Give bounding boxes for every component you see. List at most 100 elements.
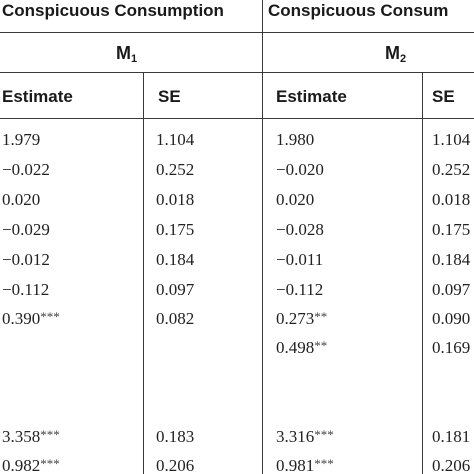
cell-value: 1.979	[2, 130, 41, 149]
cell-m2-estimate: −0.020	[276, 161, 324, 178]
cell-value: −0.029	[2, 220, 50, 239]
significance-stars: ***	[314, 456, 334, 471]
cell-value: 0.020	[2, 190, 41, 209]
cell-value: 0.090	[432, 309, 471, 328]
rule-below-group-header	[0, 32, 474, 33]
model-subscript: 2	[400, 53, 407, 65]
cell-value: 0.020	[276, 190, 315, 209]
group-header-m1: Conspicuous Consumption	[2, 1, 224, 20]
cell-m2-se: 0.206	[432, 457, 470, 474]
cell-value: 0.498	[276, 338, 315, 357]
cell-m1-se: 0.082	[156, 310, 194, 327]
cell-m1-se: 0.175	[156, 221, 194, 238]
significance-stars: **	[314, 309, 328, 324]
cell-value: −0.012	[2, 250, 50, 269]
cell-m2-se: 0.090	[432, 310, 470, 327]
cell-m1-estimate: 0.982***	[2, 457, 60, 474]
cell-value: 0.206	[156, 456, 195, 474]
cell-m2-estimate: 0.273**	[276, 310, 327, 327]
cell-value: 0.097	[432, 280, 471, 299]
divider-m2-estimate-se	[422, 72, 423, 474]
cell-value: −0.020	[276, 160, 324, 179]
cell-m2-se: 0.169	[432, 339, 470, 356]
significance-stars: ***	[314, 427, 334, 442]
cell-m1-se: 0.184	[156, 251, 194, 268]
cell-m1-se: 0.183	[156, 428, 194, 445]
model-letter: M	[116, 43, 131, 63]
cell-value: −0.028	[276, 220, 324, 239]
cell-m1-estimate: −0.022	[2, 161, 50, 178]
cell-m2-estimate: 3.316***	[276, 428, 334, 445]
cell-m2-se: 0.252	[432, 161, 470, 178]
cell-value: 1.104	[156, 130, 195, 149]
cell-value: 0.206	[432, 456, 471, 474]
cell-value: 3.358	[2, 427, 41, 446]
cell-m2-estimate: 1.980	[276, 131, 314, 148]
cell-value: −0.022	[2, 160, 50, 179]
cell-m2-se: 0.097	[432, 281, 470, 298]
cell-value: 0.252	[156, 160, 195, 179]
cell-m1-estimate: 0.020	[2, 191, 40, 208]
cell-value: 0.184	[432, 250, 471, 269]
cell-m2-estimate: −0.112	[276, 281, 323, 298]
column-header-m2-estimate: Estimate	[276, 87, 347, 106]
cell-value: 0.181	[432, 427, 471, 446]
significance-stars: ***	[40, 309, 60, 324]
rule-below-model-header	[0, 72, 474, 73]
cell-value: 0.981	[276, 456, 315, 474]
cell-m1-se: 1.104	[156, 131, 194, 148]
cell-value: 0.082	[156, 309, 195, 328]
cell-value: 3.316	[276, 427, 315, 446]
cell-value: 0.183	[156, 427, 195, 446]
cell-m1-se: 0.097	[156, 281, 194, 298]
cell-m1-estimate: −0.112	[2, 281, 49, 298]
cell-value: 0.018	[432, 190, 471, 209]
cell-value: −0.112	[2, 280, 50, 299]
model-letter: M	[385, 43, 400, 63]
cell-value: 0.169	[432, 338, 471, 357]
cell-m1-estimate: −0.012	[2, 251, 50, 268]
cell-m2-se: 0.184	[432, 251, 470, 268]
cell-value: 0.390	[2, 309, 41, 328]
cell-value: 1.980	[276, 130, 315, 149]
significance-stars: **	[314, 338, 328, 353]
cell-value: −0.112	[276, 280, 324, 299]
cell-m2-estimate: 0.981***	[276, 457, 334, 474]
cell-m2-estimate: 0.498**	[276, 339, 327, 356]
cell-m1-se: 0.252	[156, 161, 194, 178]
rule-below-column-header	[0, 118, 474, 119]
cell-m1-estimate: 0.390***	[2, 310, 60, 327]
cell-value: 0.184	[156, 250, 195, 269]
cell-m2-se: 0.018	[432, 191, 470, 208]
cell-m1-estimate: 3.358***	[2, 428, 60, 445]
cell-m2-estimate: −0.011	[276, 251, 323, 268]
cell-value: −0.011	[276, 250, 324, 269]
cell-m2-se: 0.181	[432, 428, 470, 445]
cell-value: 0.982	[2, 456, 41, 474]
significance-stars: ***	[40, 456, 60, 471]
cell-m1-se: 0.018	[156, 191, 194, 208]
cell-value: 1.104	[432, 130, 471, 149]
model-subscript: 1	[131, 53, 138, 65]
cell-value: 0.273	[276, 309, 315, 328]
group-header-m2: Conspicuous Consum	[268, 1, 449, 20]
column-header-m1-estimate: Estimate	[2, 87, 73, 106]
divider-m1-estimate-se	[143, 72, 144, 474]
cell-m2-se: 0.175	[432, 221, 470, 238]
cell-m1-estimate: −0.029	[2, 221, 50, 238]
cell-m2-estimate: 0.020	[276, 191, 314, 208]
cell-m2-se: 1.104	[432, 131, 470, 148]
cell-value: 0.175	[156, 220, 195, 239]
column-header-m1-se: SE	[158, 87, 181, 106]
cell-m1-estimate: 1.979	[2, 131, 40, 148]
cell-m2-estimate: −0.028	[276, 221, 324, 238]
cell-value: 0.018	[156, 190, 195, 209]
model-header-m1: M1	[116, 44, 137, 65]
cell-value: 0.175	[432, 220, 471, 239]
cell-value: 0.252	[432, 160, 471, 179]
column-header-m2-se: SE	[432, 87, 455, 106]
model-header-m2: M2	[385, 44, 406, 65]
significance-stars: ***	[40, 427, 60, 442]
cell-value: 0.097	[156, 280, 195, 299]
